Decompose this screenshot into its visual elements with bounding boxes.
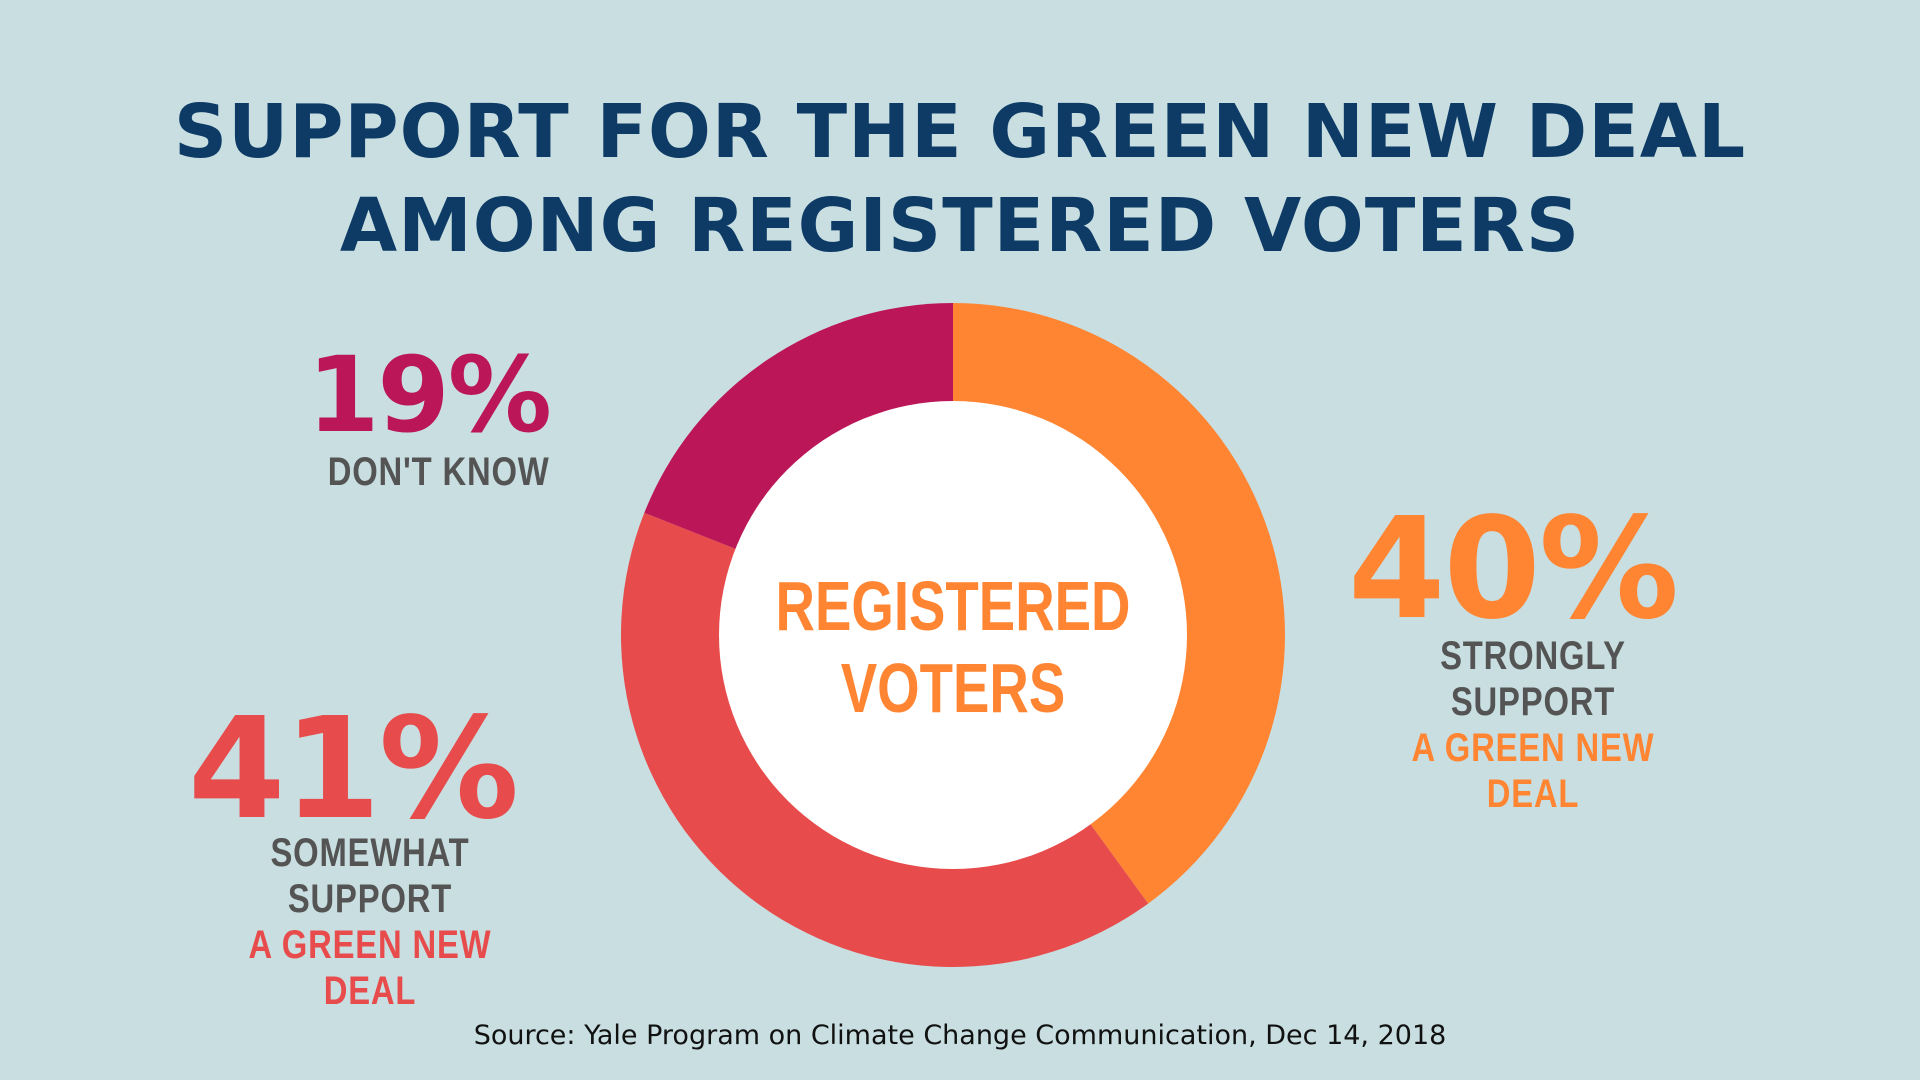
strongly-support-label: STRONGLY SUPPORT A GREEN NEW DEAL xyxy=(1383,633,1683,817)
chart-title: SUPPORT FOR THE GREEN NEW DEAL AMONG REG… xyxy=(0,85,1920,273)
title-line-2: AMONG REGISTERED VOTERS xyxy=(339,183,1581,269)
dont-know-label: DON'T KNOW xyxy=(328,449,550,495)
donut-hole xyxy=(719,401,1187,869)
source-note: Source: Yale Program on Climate Change C… xyxy=(473,1020,1447,1051)
somewhat-support-label: SOMEWHAT SUPPORT A GREEN NEW DEAL xyxy=(210,830,530,1014)
dont-know-percent: 19% xyxy=(307,334,552,456)
somewhat-support-percent: 41% xyxy=(188,688,519,851)
strongly-support-label-line-2: A GREEN NEW DEAL xyxy=(1411,726,1655,816)
somewhat-support-label-line-2: A GREEN NEW DEAL xyxy=(248,923,492,1013)
strongly-support-percent: 40% xyxy=(1348,488,1679,651)
center-label-line-1: REGISTERED xyxy=(775,567,1131,645)
title-line-1: SUPPORT FOR THE GREEN NEW DEAL xyxy=(173,89,1747,175)
somewhat-support-label-line-1: SOMEWHAT SUPPORT xyxy=(270,831,470,921)
center-label-line-2: VOTERS xyxy=(840,649,1066,727)
center-label: REGISTERED VOTERS xyxy=(775,565,1131,729)
dont-know-label-line-1: DON'T KNOW xyxy=(328,450,550,494)
strongly-support-label-line-1: STRONGLY SUPPORT xyxy=(1440,634,1626,724)
